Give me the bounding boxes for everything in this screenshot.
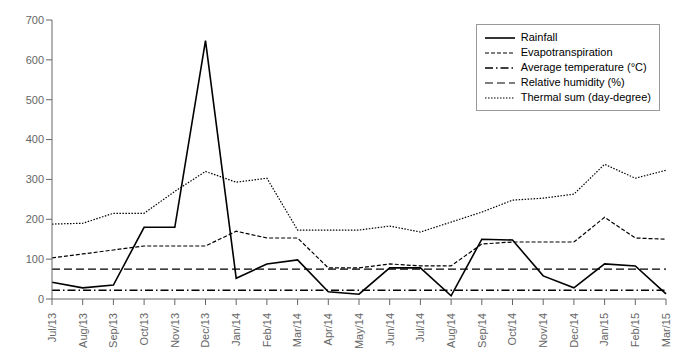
svg-text:Jan/14: Jan/14 xyxy=(230,313,242,346)
svg-text:Feb/14: Feb/14 xyxy=(261,313,273,347)
html-text:Thermal sum (day-degree): Thermal sum (day-degree) xyxy=(520,91,651,103)
svg-text:Nov/14: Nov/14 xyxy=(537,313,549,348)
svg-text:600: 600 xyxy=(26,54,44,66)
svg-text:Dec/14: Dec/14 xyxy=(568,313,580,348)
svg-text:Jul/14: Jul/14 xyxy=(414,313,426,342)
html-text:Relative humidity (%): Relative humidity (%) xyxy=(520,76,625,88)
svg-text:Jun/14: Jun/14 xyxy=(384,313,396,346)
svg-text:Apr/14: Apr/14 xyxy=(322,313,334,345)
svg-text:700: 700 xyxy=(26,14,44,26)
svg-text:Dec/13: Dec/13 xyxy=(199,313,211,348)
svg-text:May/14: May/14 xyxy=(353,313,365,349)
svg-text:300: 300 xyxy=(26,173,44,185)
svg-text:Oct/13: Oct/13 xyxy=(138,313,150,345)
svg-text:Aug/13: Aug/13 xyxy=(77,313,89,348)
svg-text:Nov/13: Nov/13 xyxy=(169,313,181,348)
html-text:Average temperature (°C): Average temperature (°C) xyxy=(520,61,647,73)
svg-text:Sep/13: Sep/13 xyxy=(107,313,119,348)
html-text:Rainfall: Rainfall xyxy=(520,31,558,43)
svg-text:500: 500 xyxy=(26,94,44,106)
svg-text:Aug/14: Aug/14 xyxy=(445,313,457,348)
svg-text:Sep/14: Sep/14 xyxy=(476,313,488,348)
svg-text:Feb/15: Feb/15 xyxy=(629,313,641,347)
svg-text:Mar/14: Mar/14 xyxy=(291,313,303,347)
svg-text:100: 100 xyxy=(26,253,44,265)
svg-text:Oct/14: Oct/14 xyxy=(506,313,518,345)
svg-text:200: 200 xyxy=(26,213,44,225)
svg-text:Jul/13: Jul/13 xyxy=(46,313,58,342)
svg-text:Jan/15: Jan/15 xyxy=(598,313,610,346)
html-text:Evapotranspiration: Evapotranspiration xyxy=(520,46,613,58)
svg-text:0: 0 xyxy=(38,293,44,305)
svg-text:400: 400 xyxy=(26,133,44,145)
svg-text:Mar/15: Mar/15 xyxy=(660,313,672,347)
